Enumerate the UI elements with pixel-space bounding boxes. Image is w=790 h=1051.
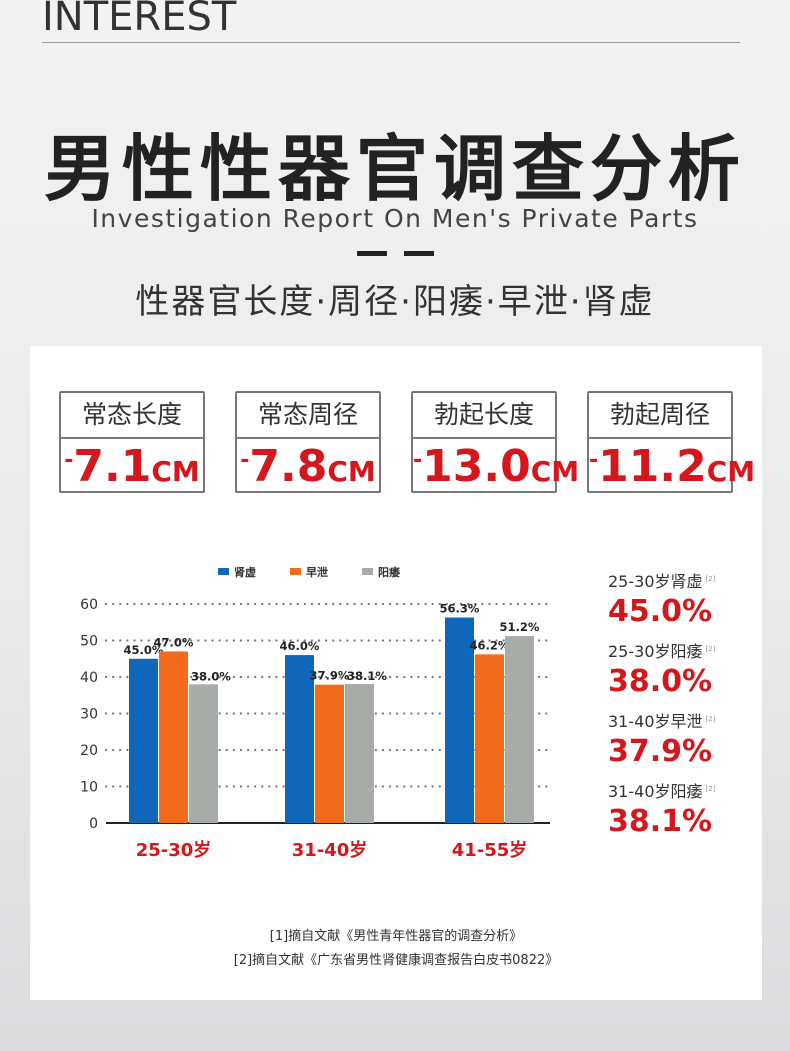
reference-1: [1]摘自文献《男性青年性器官的调查分析》	[269, 929, 523, 944]
chinese-subtitle: 性器官长度·周径·阳痿·早泄·肾虚	[135, 282, 655, 322]
stat-value: 37.9%	[608, 734, 713, 769]
page-title: 男性性器官调查分析	[43, 127, 746, 211]
card-value: -7.1CM	[64, 441, 200, 492]
stat-item: 31-40岁阳痿 [2] 38.1%	[608, 778, 758, 839]
stat-value: 38.1%	[608, 804, 713, 839]
bar	[189, 684, 218, 823]
bar	[159, 651, 188, 823]
card-label: 勃起周径	[609, 400, 710, 429]
data-label: 51.2%	[500, 620, 540, 634]
card-erect-girth: 勃起周径 -11.2CM	[587, 391, 756, 493]
legend-label: 阳痿	[378, 565, 401, 579]
card-erect-length: 勃起长度 -13.0CM	[411, 391, 580, 493]
legend-swatch	[362, 568, 373, 575]
card-label: 常态周径	[257, 400, 358, 429]
data-label: 38.1%	[347, 669, 387, 683]
data-label: 56.3%	[440, 602, 480, 616]
card-value: -13.0CM	[413, 441, 580, 492]
card-value: -7.8CM	[240, 441, 376, 492]
y-tick-label: 30	[80, 707, 98, 723]
data-label: 46.0%	[280, 639, 320, 653]
y-tick-label: 40	[80, 670, 98, 686]
english-subtitle: Investigation Report On Men's Private Pa…	[91, 204, 699, 233]
reference-2: [2]摘自文献《广东省男性肾健康调查报告白皮书0822》	[233, 953, 559, 968]
data-label: 46.2%	[470, 638, 510, 652]
y-tick-label: 60	[80, 597, 98, 613]
data-label: 47.0%	[154, 635, 194, 649]
stat-label: 31-40岁阳痿 [2]	[608, 782, 716, 801]
x-category-label: 41-55岁	[452, 839, 528, 861]
stat-item: 31-40岁早泄 [2] 37.9%	[608, 708, 758, 769]
legend-swatch	[290, 568, 301, 575]
header-word: INTEREST	[42, 0, 237, 40]
title-dash-right	[404, 251, 434, 256]
bar-chart: 肾虚 早泄 阳痿 0 10 20 30 40 50 60 45.0%47.0% 38.0% 25-30岁…	[80, 565, 552, 861]
card-divider	[61, 437, 203, 439]
bar	[345, 683, 374, 823]
card-value: -11.2CM	[589, 441, 756, 492]
content-panel: 常态长度 -7.1CM 常态周径 -7.8CM 勃起长度 -13.0CM 勃起周…	[30, 346, 762, 1000]
stat-label: 25-30岁阳痿 [2]	[608, 642, 716, 661]
card-label: 常态长度	[81, 400, 182, 429]
bar	[315, 684, 344, 823]
x-category-label: 25-30岁	[136, 839, 212, 861]
data-label: 37.9%	[310, 669, 350, 683]
card-divider	[413, 437, 555, 439]
bar	[285, 655, 314, 823]
card-label: 勃起长度	[433, 400, 534, 429]
stat-label: 31-40岁早泄 [2]	[608, 712, 716, 731]
y-tick-label: 0	[89, 816, 98, 832]
title-dash-left	[357, 251, 387, 256]
y-tick-label: 20	[80, 743, 98, 759]
legend-label: 肾虚	[234, 565, 256, 579]
bar	[505, 636, 534, 823]
stat-value: 45.0%	[608, 594, 713, 629]
y-tick-label: 10	[80, 780, 98, 796]
y-tick-label: 50	[80, 634, 98, 650]
legend-label: 早泄	[306, 565, 328, 579]
card-normal-girth: 常态周径 -7.8CM	[235, 391, 381, 493]
card-divider	[237, 437, 379, 439]
bar	[475, 654, 504, 823]
bar	[445, 617, 474, 823]
x-category-label: 31-40岁	[292, 839, 368, 861]
stat-value: 38.0%	[608, 664, 713, 699]
card-normal-length: 常态长度 -7.1CM	[59, 391, 205, 493]
card-divider	[589, 437, 731, 439]
header-divider	[42, 42, 740, 43]
stat-label: 25-30岁肾虚 [2]	[608, 572, 716, 591]
stat-item: 25-30岁阳痿 [2] 38.0%	[608, 638, 758, 699]
legend-swatch	[218, 568, 229, 575]
data-label: 38.0%	[191, 669, 231, 683]
bar	[129, 658, 158, 823]
data-label: 45.0%	[124, 643, 164, 657]
stat-item: 25-30岁肾虚 [2] 45.0%	[608, 568, 758, 629]
